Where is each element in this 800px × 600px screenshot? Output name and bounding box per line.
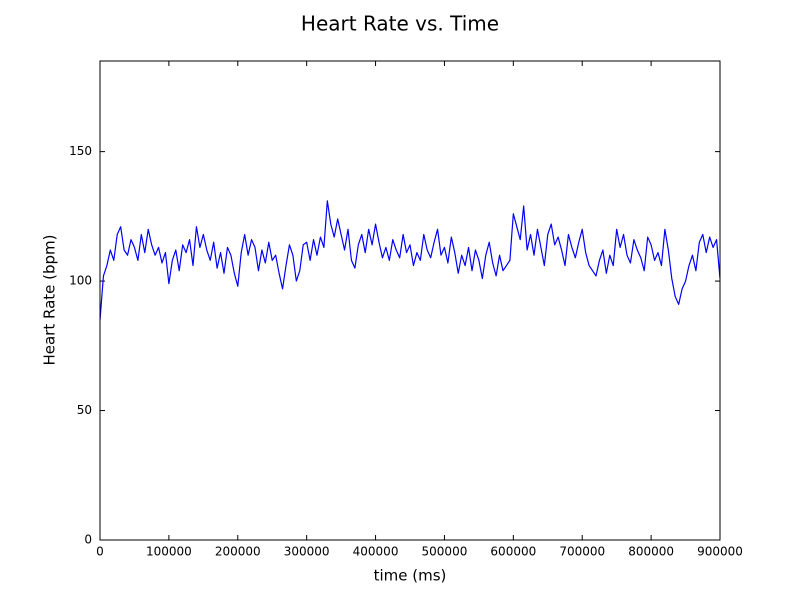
x-tick-label: 800000: [628, 545, 674, 559]
x-tick-label: 700000: [559, 545, 605, 559]
x-tick-label: 200000: [215, 545, 261, 559]
y-tick-label: 100: [69, 274, 92, 288]
line: [99, 200, 721, 320]
x-tick-label: 100000: [146, 545, 192, 559]
y-tick-label: 150: [69, 144, 92, 158]
y-tick-label: 0: [84, 533, 92, 547]
x-tick-label: 0: [96, 545, 104, 559]
x-tick-label: 400000: [353, 545, 399, 559]
chart-title: Heart Rate vs. Time: [301, 12, 499, 36]
x-tick-label: 300000: [284, 545, 330, 559]
x-tick-label: 600000: [490, 545, 536, 559]
x-axis-label: time (ms): [374, 567, 447, 585]
x-tick-label: 500000: [422, 545, 468, 559]
plot-frame: [99, 60, 721, 541]
y-tick-label: 50: [77, 403, 92, 417]
y-axis-label: Heart Rate (bpm): [41, 234, 59, 365]
x-tick-label: 900000: [697, 545, 743, 559]
